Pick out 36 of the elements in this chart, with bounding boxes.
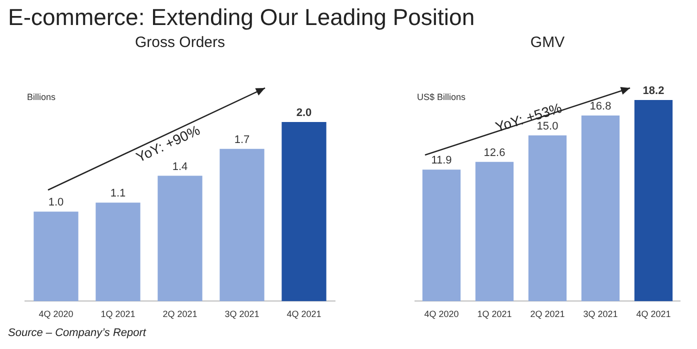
data-label: 11.9 — [431, 154, 452, 167]
source-note: Source – Company’s Report — [8, 327, 146, 339]
data-label: 16.8 — [590, 100, 612, 112]
bar — [158, 176, 202, 302]
bar — [34, 212, 78, 302]
bar — [96, 202, 140, 302]
x-tick-label: 4Q 2020 — [38, 309, 74, 320]
bar — [581, 115, 620, 302]
bar — [634, 100, 673, 302]
x-tick-label: 2Q 2021 — [162, 309, 198, 320]
bar — [220, 148, 264, 302]
x-tick-label: 2Q 2021 — [530, 309, 565, 320]
data-label: 15.0 — [536, 120, 558, 132]
chart-title: GMV — [530, 34, 565, 52]
bar — [475, 162, 514, 302]
x-tick-label: 4Q 2020 — [424, 309, 459, 320]
data-label: 1.7 — [234, 134, 250, 146]
text: E-commerce: Extending Our Leading Position — [8, 4, 475, 31]
data-label: 18.2 — [642, 85, 664, 97]
chart-title: Gross Orders — [134, 34, 226, 52]
data-label: 1.0 — [48, 196, 64, 209]
y-axis-title: Billions — [27, 92, 56, 102]
data-label: 1.4 — [172, 160, 188, 173]
x-tick-label: 1Q 2021 — [477, 309, 512, 320]
bar — [422, 170, 461, 302]
x-tick-label: 4Q 2021 — [286, 309, 322, 320]
x-tick-label: 3Q 2021 — [224, 309, 260, 320]
x-tick-label: 3Q 2021 — [583, 309, 618, 320]
y-axis-title: US$ Billions — [417, 92, 466, 102]
x-tick-label: 1Q 2021 — [100, 309, 136, 320]
data-label: 2.0 — [296, 107, 312, 119]
bar — [282, 122, 326, 302]
data-label: 1.1 — [110, 188, 126, 200]
x-tick-label: 4Q 2021 — [636, 309, 671, 320]
bar — [528, 135, 567, 302]
data-label: 12.6 — [484, 146, 506, 159]
